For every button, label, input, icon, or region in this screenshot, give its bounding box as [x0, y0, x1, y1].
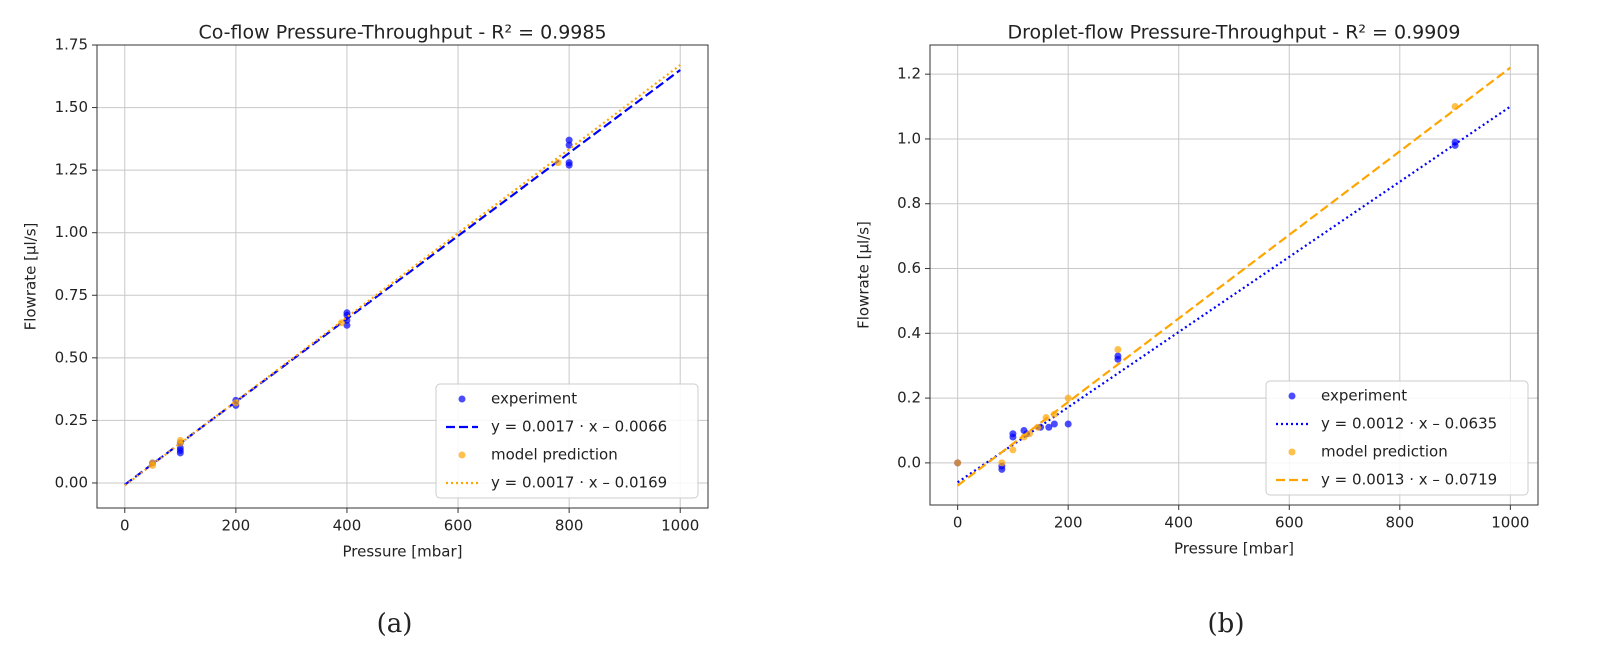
legend-label: y = 0.0012 · x – 0.0635 [1321, 415, 1497, 433]
legend-label: y = 0.0017 · x – 0.0066 [491, 418, 667, 436]
x-tick-label: 600 [1275, 514, 1304, 532]
x-tick-label: 1000 [1491, 514, 1529, 532]
legend-swatch [1288, 392, 1296, 400]
x-tick-label: 800 [1385, 514, 1414, 532]
fit-line [124, 64, 681, 487]
data-point [1114, 352, 1122, 360]
data-point [998, 465, 1006, 473]
legend-label: model prediction [491, 446, 618, 464]
legend-box [435, 383, 699, 499]
y-tick-label: 0.4 [897, 324, 921, 342]
x-tick-label: 400 [333, 517, 362, 535]
y-tick-label: 0.8 [897, 194, 921, 212]
data-point [176, 444, 184, 452]
y-tick-label: 0.2 [897, 389, 921, 407]
y-tick-label: 1.50 [55, 98, 88, 116]
y-tick-label: 1.00 [55, 223, 88, 241]
data-point [343, 309, 351, 317]
x-tick-label: 200 [222, 517, 251, 535]
y-axis-label: Flowrate [µl/s] [22, 223, 40, 331]
data-point [1050, 420, 1058, 428]
y-tick-label: 0.25 [55, 411, 88, 429]
fit-line [956, 66, 1512, 487]
y-tick-label: 0.50 [55, 348, 88, 366]
y-axis-label: Flowrate [µl/s] [855, 221, 873, 329]
legend-swatch [458, 451, 466, 459]
plot-frame [929, 44, 1539, 506]
legend-label: experiment [1321, 387, 1407, 405]
fit-line [957, 105, 1511, 484]
data-point [1025, 430, 1033, 438]
data-point [1064, 394, 1072, 402]
y-tick-label: 1.25 [55, 161, 88, 179]
data-point [565, 136, 573, 144]
data-point [1114, 346, 1122, 354]
data-point [1064, 420, 1072, 428]
x-tick-label: 0 [120, 517, 130, 535]
subfigure-caption: (b) [1208, 609, 1245, 639]
y-tick-label: 1.2 [897, 65, 921, 83]
legend-box [1265, 380, 1529, 496]
legend-swatch [458, 395, 466, 403]
y-tick-label: 0.00 [55, 473, 88, 491]
legend-label: model prediction [1321, 443, 1448, 461]
x-tick-label: 600 [444, 517, 473, 535]
data-point [1009, 446, 1017, 454]
legend-label: experiment [491, 390, 577, 408]
subfigure-caption: (a) [377, 609, 413, 639]
x-axis-label: Pressure [mbar] [342, 543, 462, 561]
data-point [998, 459, 1006, 467]
data-point [565, 159, 573, 167]
x-axis-label: Pressure [mbar] [1174, 540, 1294, 558]
y-tick-label: 0.75 [55, 286, 88, 304]
data-point [554, 159, 562, 167]
x-tick-label: 1000 [661, 517, 699, 535]
plot-frame [96, 44, 709, 509]
y-tick-label: 1.0 [897, 129, 921, 147]
data-point [1045, 423, 1053, 431]
data-point [149, 459, 157, 467]
legend-swatch [1288, 448, 1296, 456]
y-tick-label: 0.6 [897, 259, 921, 277]
y-tick-label: 0.0 [897, 453, 921, 471]
y-tick-label: 1.75 [55, 36, 88, 54]
x-tick-label: 800 [555, 517, 584, 535]
x-tick-label: 200 [1054, 514, 1083, 532]
legend-label: y = 0.0017 · x – 0.0169 [491, 474, 667, 492]
x-tick-label: 400 [1164, 514, 1193, 532]
chart-title: Droplet-flow Pressure-Throughput - R² = … [1008, 22, 1461, 44]
fit-line [124, 69, 681, 486]
legend-label: y = 0.0013 · x – 0.0719 [1321, 471, 1497, 489]
data-point [343, 321, 351, 329]
data-point [1451, 138, 1459, 146]
data-point [954, 459, 962, 467]
chart-title: Co-flow Pressure-Throughput - R² = 0.998… [198, 22, 606, 44]
x-tick-label: 0 [953, 514, 963, 532]
data-point [1009, 430, 1017, 438]
